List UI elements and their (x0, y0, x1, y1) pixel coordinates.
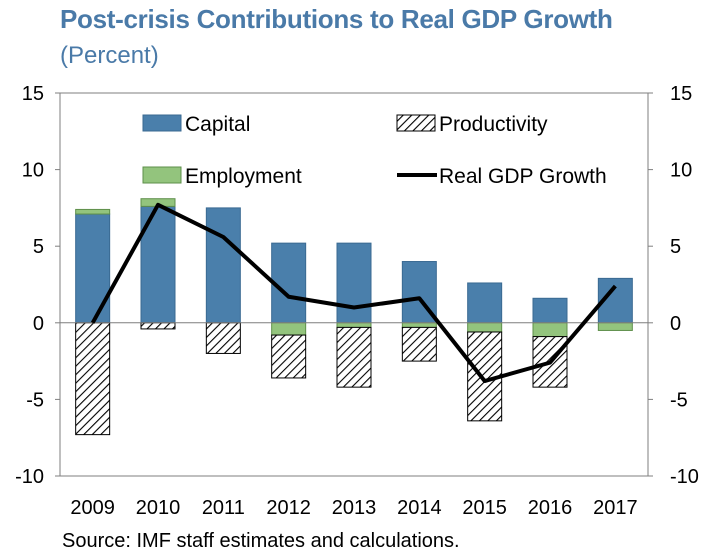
employment-bar-2012 (271, 322, 307, 336)
y-tick-label-right: 15 (670, 83, 692, 105)
x-tick-label-2011: 2011 (202, 497, 245, 519)
x-tick-label-2014: 2014 (397, 497, 442, 519)
gdp-contributions-chart: -10 -10 -5 -5 0 0 5 5 10 10 15 15 2009 2010 2011 2012 20… (15, 83, 699, 519)
x-tick-label-2016: 2016 (528, 497, 573, 519)
capital-bar-2013 (336, 242, 372, 324)
x-tick-label-2009: 2009 (70, 497, 115, 519)
y-tick-label-left: 10 (22, 160, 44, 182)
employment-bar-2017 (597, 322, 633, 331)
x-tick-label-2013: 2013 (332, 497, 377, 519)
y-tick-label-right: 10 (670, 160, 692, 182)
capital-bar-2012 (271, 242, 307, 324)
productivity-bar-2013 (336, 326, 372, 388)
productivity-bar-2014 (401, 326, 437, 362)
capital-bar-2015 (467, 282, 503, 324)
employment-bar-2015 (467, 322, 503, 333)
legend-label-employment: Employment (185, 165, 302, 188)
y-tick-label-left: -10 (15, 466, 44, 488)
legend-swatch-employment (142, 166, 182, 184)
x-tick-label-2012: 2012 (266, 497, 311, 519)
legend-label-real-gdp-growth: Real GDP Growth (439, 165, 607, 188)
x-tick-label-2015: 2015 (462, 497, 507, 519)
employment-bar-2013 (336, 322, 372, 328)
productivity-bar-2010 (140, 322, 176, 330)
source-note: Source: IMF staff estimates and calculat… (62, 530, 460, 552)
legend-swatch-capital (142, 114, 182, 132)
capital-bar-2016 (532, 297, 568, 324)
chart-title: Post-crisis Contributions to Real GDP Gr… (60, 4, 613, 34)
x-tick-label-2010: 2010 (136, 497, 181, 519)
legend-label-productivity: Productivity (439, 113, 548, 136)
employment-bar-2014 (401, 322, 437, 328)
productivity-bar-2011 (205, 322, 241, 354)
capital-bar-2011 (205, 207, 241, 324)
y-tick-label-right: 0 (670, 313, 681, 335)
y-tick-label-left: 5 (33, 236, 44, 258)
y-tick-label-left: 0 (33, 313, 44, 335)
y-tick-label-left: -5 (26, 389, 44, 411)
y-tick-label-right: -5 (670, 389, 688, 411)
capital-bar-2009 (75, 213, 111, 324)
chart-subtitle: (Percent) (60, 42, 159, 69)
legend-swatch-productivity (396, 114, 436, 132)
productivity-bar-2009 (75, 322, 111, 436)
legend-label-capital: Capital (185, 113, 250, 136)
y-tick-label-left: 15 (22, 83, 44, 105)
x-tick-label-2017: 2017 (593, 497, 638, 519)
plot-area (59, 92, 649, 477)
employment-bar-2009 (75, 208, 111, 215)
y-tick-label-right: -10 (670, 466, 699, 488)
y-tick-label-right: 5 (670, 236, 681, 258)
productivity-bar-2012 (271, 334, 307, 379)
employment-bar-2016 (532, 322, 568, 338)
